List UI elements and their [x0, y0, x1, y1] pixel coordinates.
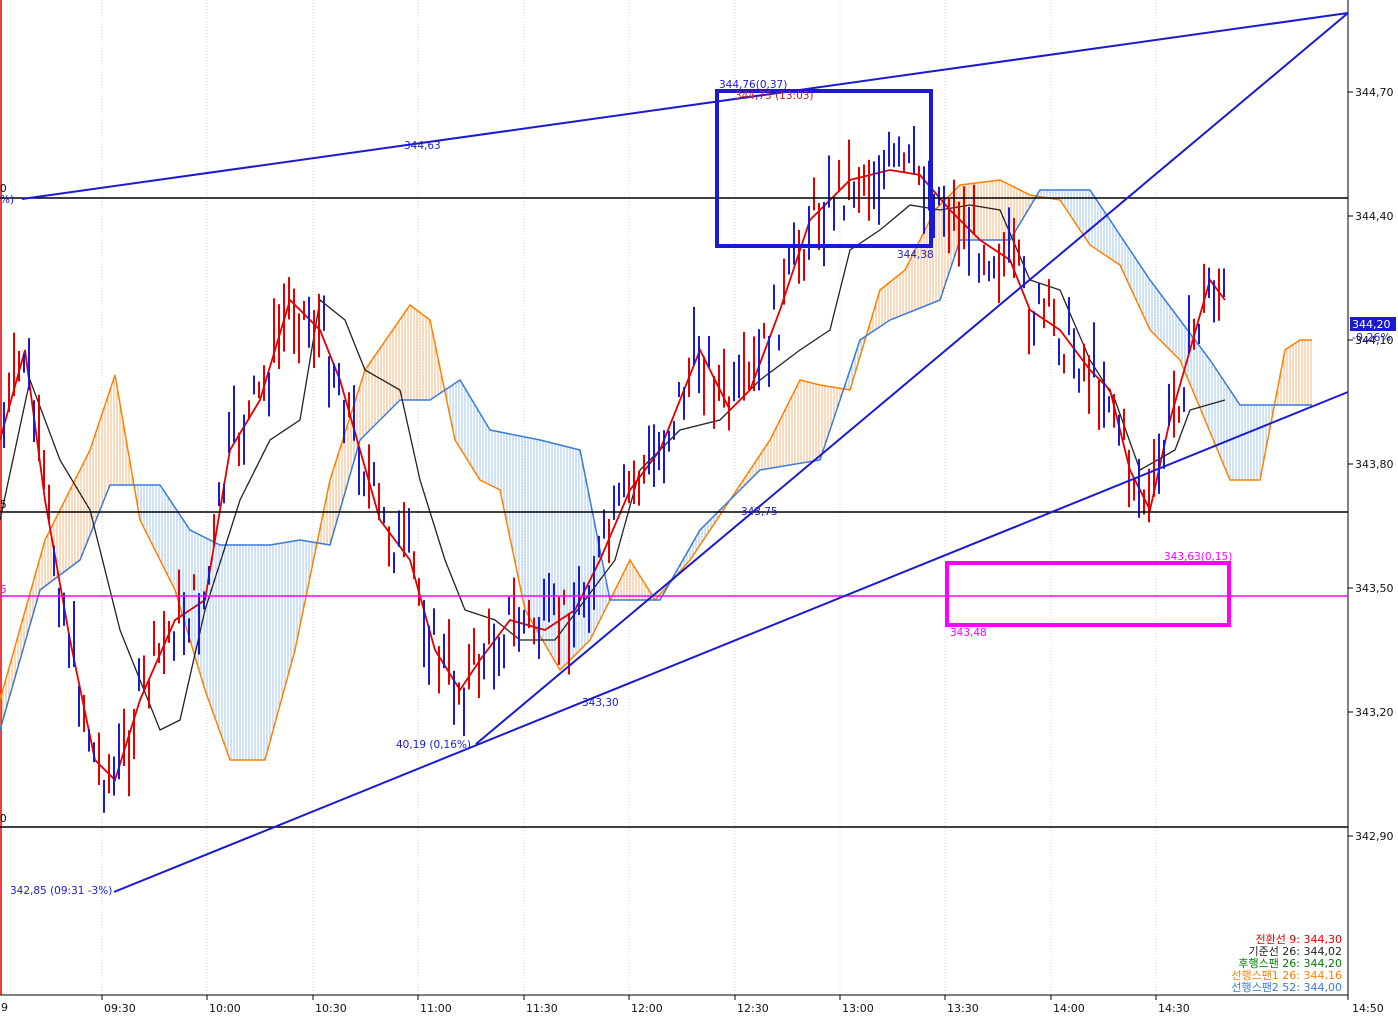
- horizontal-levels: [0, 197, 1348, 828]
- trend-mid-label: 343,75: [741, 506, 778, 518]
- price-ticks: 344,70 344,40 344,10 343,80 343,50 343,20 342,…: [1348, 86, 1394, 843]
- time-tick-label: 14:00: [1053, 1002, 1085, 1015]
- price-tick-label: 343,50: [1355, 582, 1394, 595]
- time-tick-label: 14:30: [1158, 1002, 1190, 1015]
- left-tick-d: 0: [0, 813, 7, 825]
- trend-low-label: 343,30: [582, 697, 619, 709]
- price-tick-label: 343,80: [1355, 458, 1394, 471]
- price-tick-label: 344,70: [1355, 86, 1394, 99]
- high-box: [715, 89, 933, 248]
- pink-box-bottom-label: 343,48: [950, 627, 987, 639]
- plot-area: [0, 0, 1348, 995]
- current-price-value: 344,20: [1352, 318, 1391, 331]
- price-tick-label: 342,90: [1355, 830, 1394, 843]
- current-price-box: [1350, 317, 1396, 331]
- legend-entry: 기준선 26: 344,02: [1248, 945, 1342, 958]
- time-tick-label: 13:00: [842, 1002, 874, 1015]
- low-point-label: 40,19 (0,16%): [396, 739, 471, 751]
- time-tick-label: 11:00: [420, 1002, 452, 1015]
- high-box-low: 344,38: [897, 249, 934, 261]
- time-tick-label: 09:30: [104, 1002, 136, 1015]
- price-tick-label: 343,20: [1355, 706, 1394, 719]
- time-ticks: 09:30 10:00 10:30 11:00 11:30 12:00 12:30 13:00…: [101, 995, 1384, 1015]
- time-tick-label: 12:00: [631, 1002, 663, 1015]
- legend-entry: 선행스팬1 26: 344,16: [1231, 969, 1342, 982]
- high-box-sub: 344,73 (13:03): [735, 90, 814, 102]
- current-price-tag: 344,20 -0,26%: [1350, 317, 1396, 344]
- left-tick-c: 5: [0, 584, 7, 596]
- time-tick-label: 11:30: [526, 1002, 558, 1015]
- trendline-steep: [475, 12, 1349, 745]
- date-edge-label: 9: [1, 1001, 8, 1014]
- legend-entry: 선행스팬2 52: 344,00: [1231, 981, 1342, 994]
- span1-line: [0, 179, 1312, 761]
- trendline-lower: [113, 391, 1349, 893]
- left-tick-a: 0: [0, 183, 7, 195]
- pink-box: [945, 561, 1231, 627]
- price-tick-label: 344,40: [1355, 210, 1394, 223]
- tenkan-line: [0, 169, 1226, 782]
- high-box-label: 344,76(0,37): [719, 79, 787, 91]
- legend-entry: 후행스팬 26: 344,20: [1238, 957, 1342, 970]
- time-tick-label: 10:30: [315, 1002, 347, 1015]
- price-candles: [3, 125, 1225, 813]
- left-tick-b: 5: [0, 499, 7, 511]
- day-low-label: 342,85 (09:31 -3%): [10, 885, 112, 897]
- trendlines: [21, 12, 1349, 893]
- current-price-change: -0,26%: [1352, 331, 1391, 344]
- pink-box-top-label: 343,63(0,15): [1164, 551, 1232, 563]
- left-label-open: %): [0, 194, 14, 206]
- trend-top-label: 344,63: [404, 140, 441, 152]
- legend-entry: 전환선 9: 344,30: [1255, 933, 1342, 946]
- time-tick-label: 10:00: [209, 1002, 241, 1015]
- time-tick-label: 12:30: [737, 1002, 769, 1015]
- time-tick-label: 13:30: [947, 1002, 979, 1015]
- price-axis-strip: [1348, 0, 1398, 995]
- trendline-upper: [21, 12, 1349, 200]
- price-tick-label: 344,10: [1355, 334, 1394, 347]
- time-tick-label: 14:50: [1352, 1002, 1384, 1015]
